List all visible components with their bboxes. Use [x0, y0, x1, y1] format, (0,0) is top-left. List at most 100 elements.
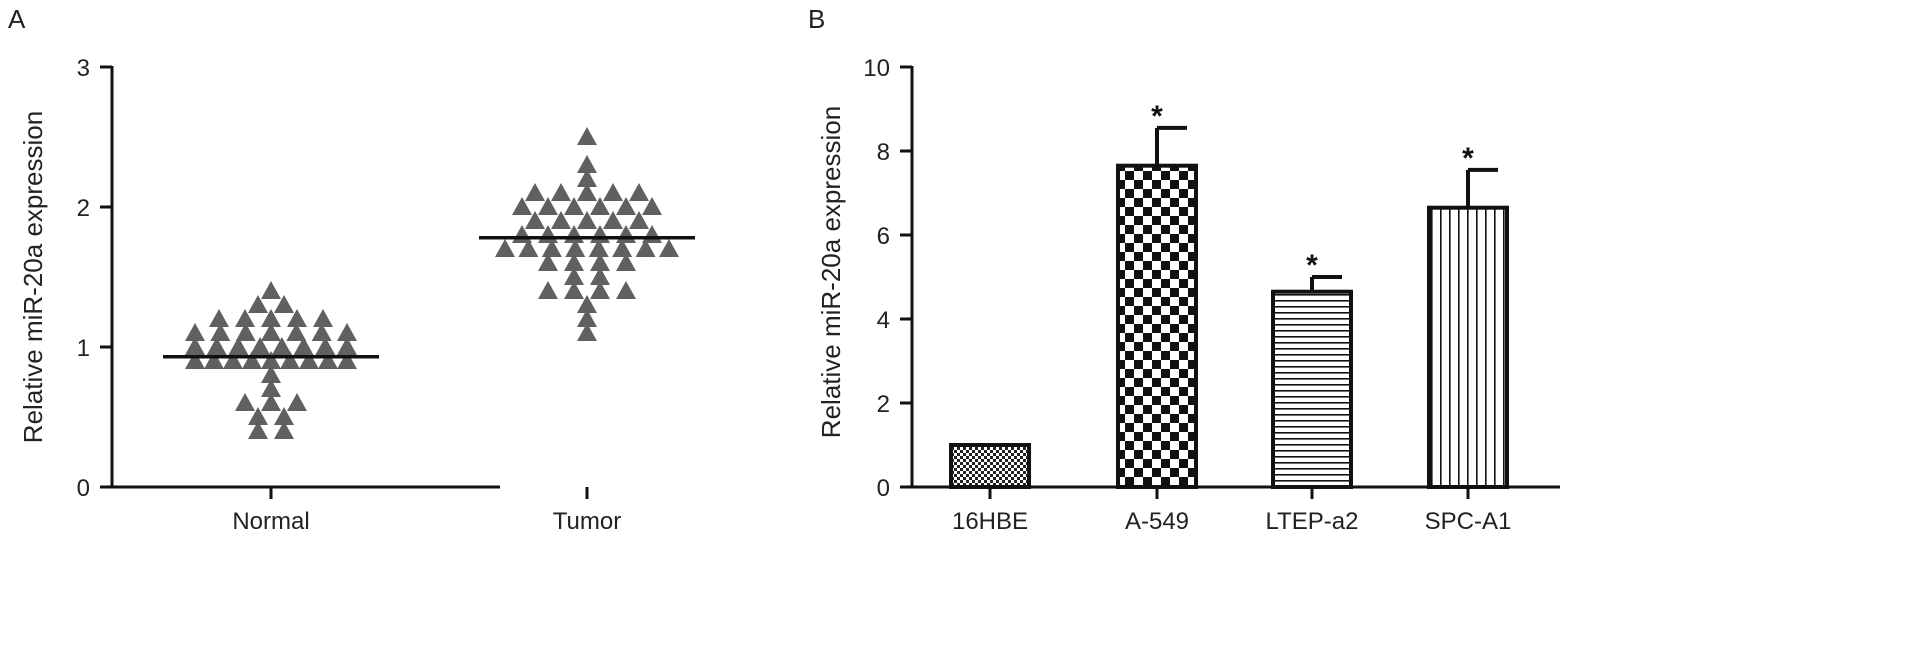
data-point-triangle [286, 323, 307, 341]
data-point-triangle [210, 323, 231, 341]
x-category-label-a: Normal [232, 508, 309, 535]
data-point-triangle [185, 323, 205, 341]
data-point-triangle [603, 183, 623, 201]
significance-star: * [1462, 142, 1474, 175]
data-point-triangle [261, 323, 281, 341]
data-point-triangle [659, 239, 679, 257]
y-tick-label-b: 6 [877, 223, 890, 250]
data-point-triangle [313, 309, 333, 327]
data-point-triangle [206, 337, 227, 355]
data-point-triangle [551, 211, 571, 229]
y-tick-label-b: 2 [877, 391, 890, 418]
y-tick-label-b: 0 [877, 475, 890, 502]
data-point-triangle [495, 239, 515, 257]
data-point-triangle [185, 337, 205, 355]
data-point-triangle [261, 393, 281, 411]
x-category-label-b: LTEP-a2 [1266, 508, 1359, 535]
data-point-triangle [271, 337, 292, 355]
bar [949, 443, 1031, 489]
x-category-label-b: 16HBE [952, 508, 1028, 535]
data-point-triangle [250, 337, 271, 355]
y-tick-label-a: 0 [77, 475, 90, 502]
data-point-triangle [538, 281, 558, 299]
data-point-triangle [577, 127, 597, 145]
y-axis-title-b: Relative miR-20a expression [816, 106, 846, 438]
data-point-triangle [274, 421, 294, 439]
data-point-triangle [228, 337, 249, 355]
data-point-triangle [311, 323, 332, 341]
y-axis-title-a: Relative miR-20a expression [18, 111, 48, 443]
significance-star: * [1306, 249, 1318, 282]
data-point-triangle [261, 365, 281, 383]
data-point-triangle [242, 351, 262, 369]
data-point-triangle [248, 421, 268, 439]
data-point-triangle [280, 351, 300, 369]
data-point-triangle [577, 155, 597, 173]
data-point-triangle [248, 295, 268, 313]
data-point-triangle [565, 239, 586, 257]
data-point-triangle [337, 351, 357, 369]
data-point-triangle [185, 351, 205, 369]
data-point-triangle [635, 239, 656, 257]
data-point-triangle [235, 393, 255, 411]
panel-label-b: B [808, 4, 825, 34]
data-point-triangle [577, 323, 597, 341]
data-point-triangle [564, 281, 584, 299]
y-tick-label-b: 8 [877, 139, 890, 166]
significance-star: * [1151, 100, 1163, 133]
data-point-triangle [642, 197, 662, 215]
data-point-triangle [616, 197, 636, 215]
data-point-triangle [603, 211, 623, 229]
data-point-triangle [551, 183, 571, 201]
data-point-triangle [274, 295, 294, 313]
data-point-triangle [337, 323, 357, 341]
data-point-triangle [538, 253, 558, 271]
data-point-triangle [564, 267, 584, 285]
bar [1271, 289, 1353, 490]
data-point-triangle [337, 337, 357, 355]
data-point-triangle [315, 337, 336, 355]
data-point-triangle [590, 267, 610, 285]
data-point-triangle [261, 379, 281, 397]
data-point-triangle [616, 281, 636, 299]
data-point-triangle [577, 295, 597, 313]
data-point-triangle [629, 211, 649, 229]
scatter-chart-panel-a: 0 1 2 3 Relative miR-20a expression Normal Tum… [18, 55, 695, 535]
data-point-triangle [261, 351, 281, 369]
data-point-triangle [564, 197, 584, 215]
data-point-triangle [248, 407, 268, 425]
data-point-triangle [512, 197, 532, 215]
data-point-triangle [590, 253, 610, 271]
data-point-triangle [293, 337, 314, 355]
data-point-triangle [538, 197, 558, 215]
panel-label-a: A [8, 4, 26, 34]
x-category-label-b: SPC-A1 [1425, 508, 1512, 535]
data-point-triangle [261, 309, 281, 327]
bar-chart-panel-b: 0 2 4 6 8 10 Relative miR-20a expression 16HBE *… [816, 55, 1560, 535]
data-point-triangle [577, 169, 597, 187]
data-point-triangle [629, 183, 649, 201]
data-point-triangle [564, 253, 584, 271]
data-point-triangle [299, 351, 319, 369]
y-tick-label-a: 1 [77, 335, 90, 362]
data-point-triangle [518, 239, 539, 257]
data-point-triangle [588, 239, 609, 257]
data-point-triangle [261, 281, 281, 299]
data-point-triangle [235, 323, 256, 341]
data-point-triangle [204, 351, 224, 369]
data-point-triangle [590, 281, 610, 299]
bar [1116, 163, 1198, 489]
data-point-triangle [577, 309, 597, 327]
x-category-label-a: Tumor [553, 508, 621, 535]
data-point-triangle [287, 309, 307, 327]
y-tick-label-a: 2 [77, 195, 90, 222]
y-tick-label-b: 10 [863, 55, 890, 82]
data-point-triangle [541, 239, 562, 257]
data-point-triangle [235, 309, 255, 327]
data-point-triangle [525, 183, 545, 201]
data-point-triangle [612, 239, 633, 257]
y-tick-label-a: 3 [77, 55, 90, 82]
data-point-triangle [287, 393, 307, 411]
y-tick-label-b: 4 [877, 307, 890, 334]
